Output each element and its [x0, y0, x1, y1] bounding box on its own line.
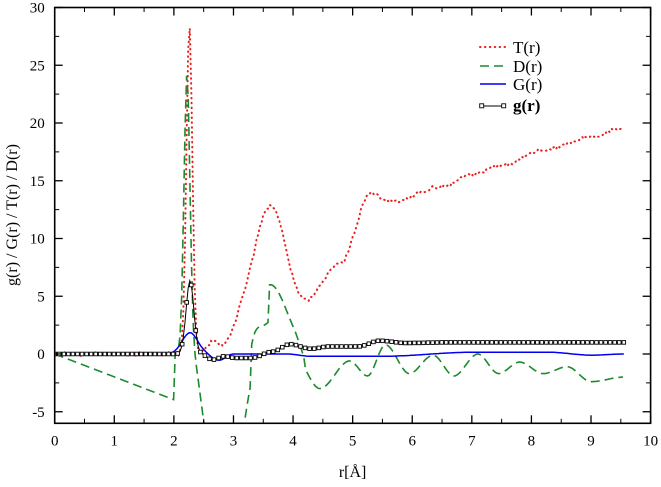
- svg-text:30: 30: [30, 1, 45, 17]
- svg-text:7: 7: [468, 433, 476, 449]
- svg-text:25: 25: [30, 58, 45, 74]
- svg-text:g(r): g(r): [513, 96, 540, 115]
- svg-text:D(r): D(r): [513, 57, 542, 76]
- svg-text:1: 1: [111, 433, 119, 449]
- svg-text:T(r): T(r): [513, 38, 540, 57]
- svg-text:5: 5: [349, 433, 357, 449]
- svg-text:5: 5: [37, 289, 45, 305]
- svg-text:15: 15: [30, 174, 45, 190]
- svg-text:8: 8: [528, 433, 536, 449]
- svg-text:r[Å]: r[Å]: [339, 463, 367, 481]
- svg-text:4: 4: [289, 433, 297, 449]
- svg-text:G(r): G(r): [513, 75, 542, 94]
- svg-text:0: 0: [51, 433, 59, 449]
- svg-text:10: 10: [643, 433, 658, 449]
- svg-text:6: 6: [408, 433, 416, 449]
- svg-text:-5: -5: [32, 405, 45, 421]
- svg-text:9: 9: [587, 433, 595, 449]
- svg-text:0: 0: [37, 347, 45, 363]
- svg-text:10: 10: [30, 232, 45, 248]
- svg-text:3: 3: [230, 433, 238, 449]
- svg-text:20: 20: [30, 116, 45, 132]
- svg-text:2: 2: [170, 433, 178, 449]
- svg-text:g(r) / G(r) / T(r) / D(r): g(r) / G(r) / T(r) / D(r): [4, 144, 21, 286]
